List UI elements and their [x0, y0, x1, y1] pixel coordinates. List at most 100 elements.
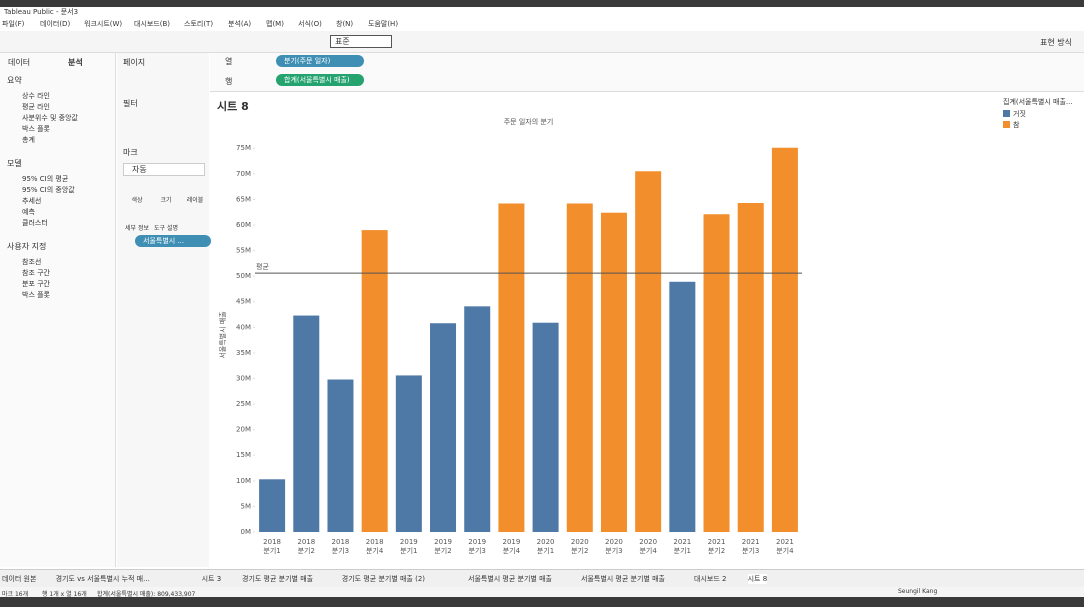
menu-item[interactable]: 맵(M) [266, 20, 284, 28]
sheet-tab[interactable]: 서울특별시 평균 분기별 매출 [468, 575, 552, 583]
menu-item[interactable]: 도움말(H) [368, 20, 399, 28]
mark-button[interactable]: 도구 설명 [154, 225, 178, 232]
analytics-item[interactable]: 분포 구간 [22, 280, 50, 288]
sheet-title: 시트 8 [217, 100, 249, 113]
x-tick-label: 2018 [366, 538, 384, 546]
y-tick-label: 75M [236, 144, 251, 152]
x-tick-label: 분기3 [605, 546, 622, 555]
show-me[interactable]: 표현 방식 [1040, 38, 1072, 47]
analytics-item[interactable]: 사분위수 및 중앙값 [22, 114, 78, 122]
x-tick-label: 2018 [297, 538, 315, 546]
menu-item[interactable]: 서식(O) [298, 20, 322, 28]
mark-button[interactable]: 세부 정보 [125, 225, 149, 232]
columns-pill[interactable]: 분기(주문 일자) [276, 55, 364, 67]
sheet-tab[interactable]: 데이터 원본 [2, 575, 37, 583]
y-tick-label: 10M [236, 477, 251, 485]
bottom-frame [0, 597, 1084, 607]
x-tick-label: 분기2 [298, 546, 315, 555]
bar [669, 281, 696, 532]
x-tick-label: 2021 [742, 538, 760, 546]
analytics-item[interactable]: 평균 라인 [22, 103, 50, 111]
menu-item[interactable]: 스토리(T) [184, 20, 214, 28]
side-tab[interactable]: 분석 [68, 58, 83, 67]
bar [737, 202, 764, 532]
analytics-item[interactable]: 예측 [22, 208, 35, 216]
y-tick-label: 35M [236, 349, 251, 357]
mark-button[interactable]: 레이블 [186, 197, 204, 204]
bar [327, 379, 354, 532]
bar [771, 147, 798, 532]
sheet-tabs: 데이터 원본 경기도 vs 서울특별시 누적 매... 시트 3 경기도 평균 분기별… [0, 569, 1084, 588]
mark-button[interactable]: 색상 [131, 197, 143, 204]
analytics-item[interactable]: 참조 구간 [22, 269, 50, 277]
x-tick-label: 2020 [605, 538, 623, 546]
y-tick-label: 70M [236, 170, 251, 178]
mark-button[interactable]: 크기 [160, 197, 172, 204]
sheet-tab[interactable]: 경기도 평균 분기별 매출 [242, 575, 314, 583]
sheet-tab[interactable]: 경기도 vs 서울특별시 누적 매... [55, 575, 150, 583]
x-tick-label: 분기2 [571, 546, 588, 555]
y-tick-label: 30M [236, 374, 251, 382]
section-heading: 모델 [7, 159, 22, 168]
x-tick-label: 분기3 [742, 546, 759, 555]
menu-item[interactable]: 창(N) [336, 20, 354, 28]
menu-item[interactable]: 파일(F) [2, 20, 25, 28]
menu-item[interactable]: 분석(A) [228, 20, 252, 28]
analytics-item[interactable]: 추세선 [22, 197, 42, 205]
x-tick-label: 2020 [537, 538, 555, 546]
top-frame [0, 0, 1084, 7]
analytics-item[interactable]: 총계 [22, 136, 35, 144]
rows-label: 행 [225, 77, 233, 86]
x-tick-label: 2018 [263, 538, 281, 546]
analytics-item[interactable]: 95% CI의 평균 [22, 175, 69, 183]
side-panel: 데이터 분석 요약 상수 라인 평균 라인 사분위수 및 중앙값 박스 플롯 총계 모델 95% … [0, 53, 116, 567]
analytics-item[interactable]: 상수 라인 [22, 92, 50, 100]
bar [600, 212, 627, 533]
fit-dropdown[interactable]: 표준 [330, 35, 392, 48]
legend-swatch [1003, 110, 1010, 117]
analytics-item[interactable]: 박스 플롯 [22, 125, 50, 133]
x-tick-label: 분기1 [400, 546, 417, 555]
x-tick-label: 2019 [502, 538, 520, 546]
bar [703, 214, 730, 532]
cards: 페이지 필터 마크 자동 색상 크기 레이블 세부 정보 도구 설명 서울특별시 ... [117, 53, 211, 567]
sheet-tab[interactable]: 대시보드 2 [694, 575, 727, 583]
bar [532, 322, 559, 532]
analytics-item[interactable]: 클러스터 [22, 219, 48, 227]
bar [566, 203, 593, 532]
analytics-item[interactable]: 참조선 [22, 258, 42, 266]
x-tick-label: 분기2 [708, 546, 725, 555]
y-tick-label: 15M [236, 451, 251, 459]
sheet-tab[interactable]: 경기도 평균 분기별 매출 (2) [341, 575, 426, 583]
menu-item[interactable]: 대시보드(B) [134, 20, 171, 28]
sheet-tab[interactable]: 시트 3 [201, 575, 222, 583]
legend-label: 참 [1013, 121, 1020, 129]
legend-swatch [1003, 121, 1010, 128]
analytics-item[interactable]: 박스 플롯 [22, 291, 50, 299]
color-pill[interactable]: 서울특별시 ... [135, 235, 211, 247]
rows-pill[interactable]: 합계(서울특별시 매출) [276, 74, 364, 86]
legend: 집계(서울특별시 매출... 거짓 참 [999, 93, 1084, 133]
legend-title: 집계(서울특별시 매출... [1003, 98, 1073, 106]
y-tick-label: 20M [236, 426, 251, 434]
y-tick-label: 40M [236, 323, 251, 331]
x-tick-label: 2021 [776, 538, 794, 546]
chart-title: 주문 일자의 분기 [504, 117, 554, 126]
sheet-tab[interactable]: 시트 8 [747, 574, 768, 584]
y-tick-label: 65M [236, 195, 251, 203]
x-tick-label: 2021 [673, 538, 691, 546]
menu-item[interactable]: 데이터(D) [40, 20, 71, 28]
bar [635, 171, 662, 532]
user-name: Seungil Kang [898, 588, 938, 595]
x-tick-label: 2020 [571, 538, 589, 546]
mark-type[interactable]: 자동 [123, 163, 205, 176]
y-tick-label: 50M [236, 272, 251, 280]
analytics-item[interactable]: 95% CI의 중앙값 [22, 186, 75, 194]
x-tick-label: 분기3 [469, 546, 486, 555]
side-tab[interactable]: 데이터 [8, 58, 31, 67]
y-tick-label: 5M [241, 502, 252, 510]
menu-item[interactable]: 워크시트(W) [84, 20, 123, 28]
sheet-tab[interactable]: 서울특별시 평균 분기별 매출 [581, 575, 665, 583]
